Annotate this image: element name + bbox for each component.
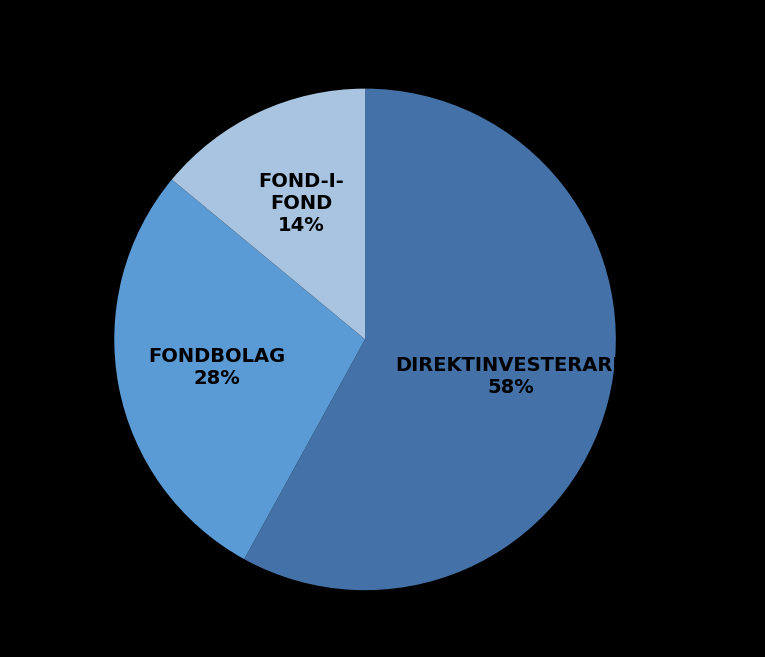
- Wedge shape: [114, 179, 365, 559]
- Text: DIREKTINVESTERARE
58%: DIREKTINVESTERARE 58%: [396, 356, 626, 397]
- Text: FOND-I-
FOND
14%: FOND-I- FOND 14%: [258, 171, 343, 235]
- Wedge shape: [244, 89, 616, 590]
- Text: FONDBOLAG
28%: FONDBOLAG 28%: [148, 347, 286, 388]
- Wedge shape: [172, 89, 365, 340]
